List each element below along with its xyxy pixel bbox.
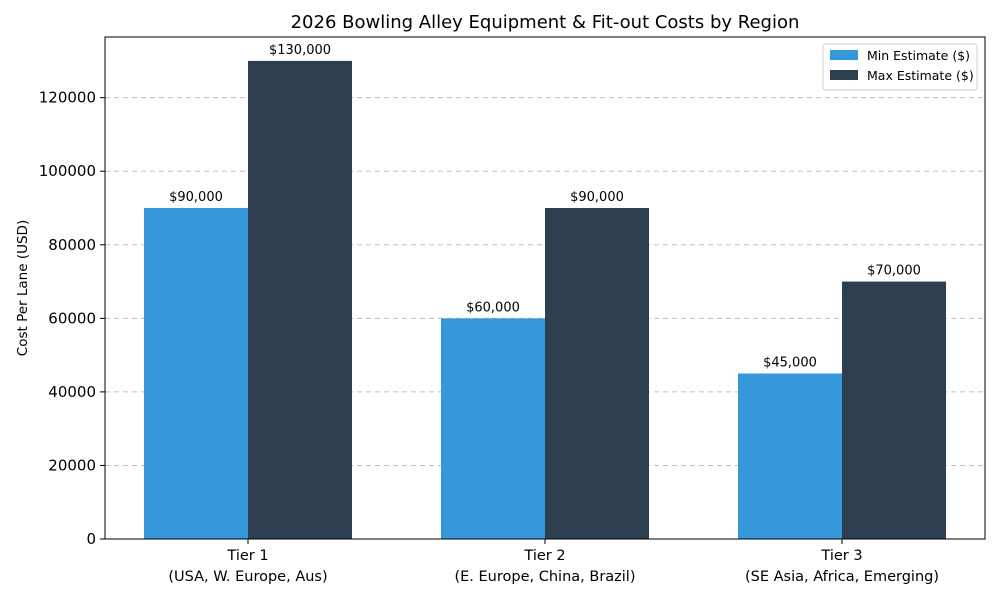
legend-swatch-max: [830, 70, 858, 80]
bar-max-2: [545, 208, 649, 539]
y-tick-label: 20000: [48, 456, 96, 474]
y-tick-label: 80000: [48, 236, 96, 254]
legend-label-max: Max Estimate ($): [867, 68, 974, 83]
legend-label-min: Min Estimate ($): [867, 48, 970, 63]
x-tick-sublabel: (SE Asia, Africa, Emerging): [745, 569, 939, 585]
y-tick-label: 0: [86, 530, 96, 548]
x-tick-label: Tier 3: [820, 548, 862, 564]
y-tick-label: 40000: [48, 383, 96, 401]
x-tick-label: Tier 2: [523, 548, 565, 564]
data-label: $90,000: [570, 190, 624, 205]
bar-max-3: [842, 281, 946, 539]
data-label: $45,000: [763, 356, 817, 371]
x-tick-sublabel: (E. Europe, China, Brazil): [454, 569, 635, 585]
x-tick-label: Tier 1: [226, 548, 268, 564]
bar-max-1: [248, 60, 352, 540]
y-axis-label: Cost Per Lane (USD): [15, 220, 31, 356]
legend-swatch-min: [830, 50, 858, 60]
y-tick-label: 100000: [39, 162, 96, 180]
y-tick-label: 60000: [48, 309, 96, 327]
y-tick-label: 120000: [39, 89, 96, 107]
chart-title: 2026 Bowling Alley Equipment & Fit-out C…: [291, 12, 800, 33]
bar-min-2: [441, 318, 545, 539]
data-label: $70,000: [867, 264, 921, 279]
data-label: $60,000: [466, 300, 520, 315]
x-tick-sublabel: (USA, W. Europe, Aus): [168, 569, 327, 585]
bar-min-1: [144, 208, 248, 539]
bar-min-3: [738, 373, 842, 539]
legend-box: [822, 43, 978, 91]
data-label: $130,000: [269, 43, 331, 58]
data-label: $90,000: [169, 190, 223, 205]
